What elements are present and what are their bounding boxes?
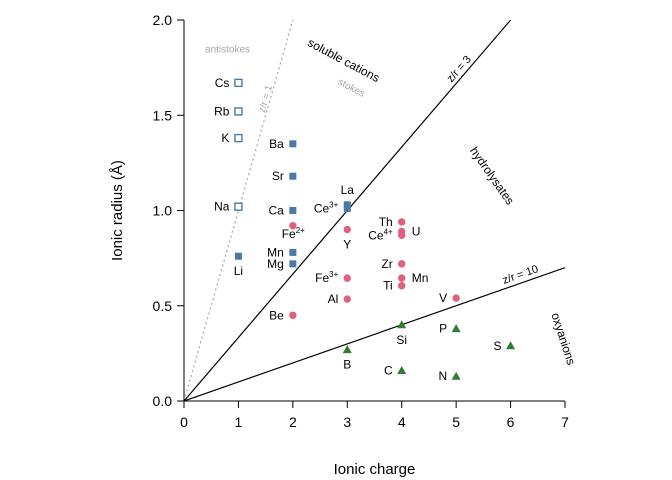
data-point	[342, 345, 352, 354]
point-label: Rb	[214, 104, 230, 118]
x-tick-label: 7	[561, 414, 569, 430]
data-point	[398, 260, 406, 268]
data-point	[289, 207, 297, 214]
zr-line	[184, 267, 565, 401]
data-point	[452, 294, 460, 302]
point-label: Sr	[272, 169, 284, 183]
data-point	[289, 248, 297, 256]
y-axis-title: Ionic radius (Å)	[109, 160, 126, 261]
data-points	[234, 78, 516, 380]
point-label: Li	[234, 264, 243, 278]
region-label: stokes	[336, 77, 367, 100]
data-point	[397, 320, 407, 329]
data-point	[343, 295, 351, 303]
point-label: B	[343, 358, 351, 372]
data-point	[234, 133, 243, 143]
x-tick-label: 1	[235, 414, 243, 430]
point-label: C	[384, 364, 393, 378]
data-point	[289, 172, 297, 180]
point-label: Ti	[383, 279, 393, 293]
point-label: Mn	[267, 245, 284, 259]
data-point	[234, 252, 242, 260]
point-label: Fe2+	[282, 226, 305, 241]
x-tick-label: 5	[452, 414, 460, 430]
zr-line	[184, 20, 294, 401]
zr-line-label: z/r = 1	[257, 84, 275, 114]
data-point	[343, 201, 351, 209]
point-label: Mn	[412, 271, 429, 285]
x-tick-label: 0	[180, 414, 188, 430]
point-label: Na	[214, 200, 230, 214]
data-point	[343, 225, 351, 234]
data-point	[234, 202, 243, 211]
y-tick-label: 0.5	[153, 298, 173, 314]
point-label: Be	[269, 308, 284, 322]
point-label: Si	[396, 333, 407, 347]
y-tick-label: 1.5	[153, 107, 173, 123]
point-label: N	[438, 369, 447, 383]
point-label: Th	[379, 215, 393, 229]
point-labels: CsRbKNaLiBaSrCaMnMgLaCe3+BeYFe3+AlThUCe4…	[214, 76, 501, 383]
point-label: Zr	[381, 257, 392, 271]
data-point	[397, 366, 407, 375]
point-label: La	[341, 183, 355, 197]
data-point	[289, 222, 297, 230]
point-label: Y	[343, 238, 351, 252]
data-point	[343, 205, 351, 213]
x-tick-label: 4	[398, 414, 406, 430]
data-point	[289, 140, 297, 148]
data-point	[234, 78, 243, 88]
point-label: U	[412, 224, 421, 238]
x-tick-label: 2	[289, 414, 297, 430]
region-label: oxyanions	[548, 311, 578, 367]
data-point	[451, 324, 461, 333]
y-tick-label: 1.0	[153, 203, 173, 219]
region-labels: soluble cationsstokesantistokeshydrolysa…	[205, 35, 578, 366]
data-point	[234, 107, 243, 116]
region-label: hydrolysates	[467, 144, 517, 207]
x-tick-label: 3	[343, 414, 351, 430]
data-point	[289, 311, 297, 319]
point-label: Mg	[267, 257, 284, 271]
point-label: V	[439, 291, 447, 305]
point-label: Cs	[215, 76, 230, 90]
point-label: Ce3+	[314, 201, 339, 216]
data-point	[398, 282, 406, 290]
data-point	[398, 218, 406, 226]
x-axis-title: Ionic charge	[334, 461, 416, 478]
data-point	[506, 341, 516, 350]
region-label: antistokes	[205, 44, 250, 55]
data-point	[398, 231, 406, 239]
point-label: Fe3+	[315, 270, 338, 285]
x-tick-label: 6	[507, 414, 515, 430]
data-point	[343, 274, 351, 282]
data-point	[398, 274, 406, 282]
data-point	[451, 371, 461, 380]
point-label: Ba	[269, 137, 284, 151]
point-label: Al	[328, 292, 339, 306]
point-label: P	[439, 322, 447, 336]
point-label: S	[494, 339, 502, 353]
data-point	[289, 260, 297, 268]
y-tick-label: 0.0	[153, 393, 173, 409]
point-label: K	[221, 131, 229, 145]
y-tick-label: 2.0	[153, 12, 173, 28]
point-label: Ce4+	[368, 227, 393, 242]
point-label: Ca	[269, 204, 285, 218]
axes: 0 1 2 3 4 5 6 7 0.0 0.5 1.0 1.5 2.0	[153, 12, 570, 430]
